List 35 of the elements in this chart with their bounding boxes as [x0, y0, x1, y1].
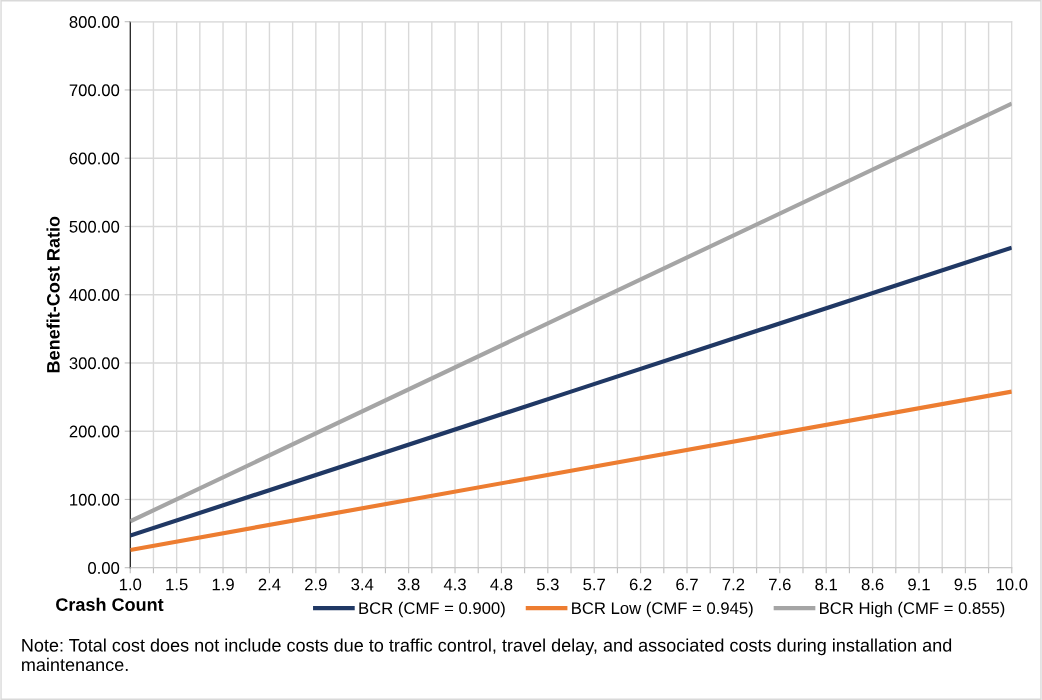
x-tick-label: 5.3: [536, 578, 559, 591]
y-tick-label: 300.00: [69, 357, 120, 370]
x-tick-label: 1.0: [119, 578, 142, 591]
y-tick-label: 500.00: [69, 220, 120, 233]
x-tick-label: 4.3: [443, 578, 466, 591]
y-tick-label: 700.00: [69, 84, 120, 97]
x-tick-label: 6.2: [629, 578, 652, 591]
y-axis-title: Benefit-Cost Ratio: [46, 216, 60, 373]
x-tick-label: 2.9: [305, 578, 327, 591]
x-tick-label: 1.5: [166, 578, 188, 591]
x-tick-label: 8.6: [861, 578, 884, 591]
y-tick-label: 400.00: [69, 289, 120, 301]
y-tick-label: 200.00: [69, 425, 120, 438]
x-tick-label: 7.6: [769, 578, 791, 591]
y-tick-label: 100.00: [70, 493, 120, 506]
x-tick-label: 3.8: [397, 578, 420, 591]
legend-label: BCR Low (CMF = 0.945): [572, 601, 753, 618]
x-tick-label: 8.1: [815, 578, 837, 591]
x-tick-label: 5.7: [583, 578, 605, 591]
x-tick-label: 9.5: [954, 578, 977, 591]
x-tick-label: 9.1: [908, 578, 930, 591]
legend-label: BCR (CMF = 0.900): [359, 601, 505, 618]
legend-label: BCR High (CMF = 0.855): [820, 601, 1005, 618]
x-axis-title: Crash Count: [56, 597, 164, 611]
y-tick-label: 0.00: [88, 562, 120, 574]
x-tick-label: 2.4: [258, 578, 281, 591]
x-tick-label: 4.8: [490, 578, 513, 591]
x-tick-label: 10.0: [996, 578, 1028, 591]
x-tick-label: 7.2: [722, 578, 745, 591]
x-tick-label: 1.9: [212, 578, 234, 591]
x-tick-label: 6.7: [676, 578, 698, 591]
y-tick-label: 800.00: [69, 16, 120, 28]
x-tick-label: 3.4: [351, 578, 374, 591]
y-tick-label: 600.00: [69, 152, 120, 165]
text: Note: Total cost does not include costs due to traffic control, travel delay, and associated costs during installation and maintenance.: [22, 638, 952, 672]
